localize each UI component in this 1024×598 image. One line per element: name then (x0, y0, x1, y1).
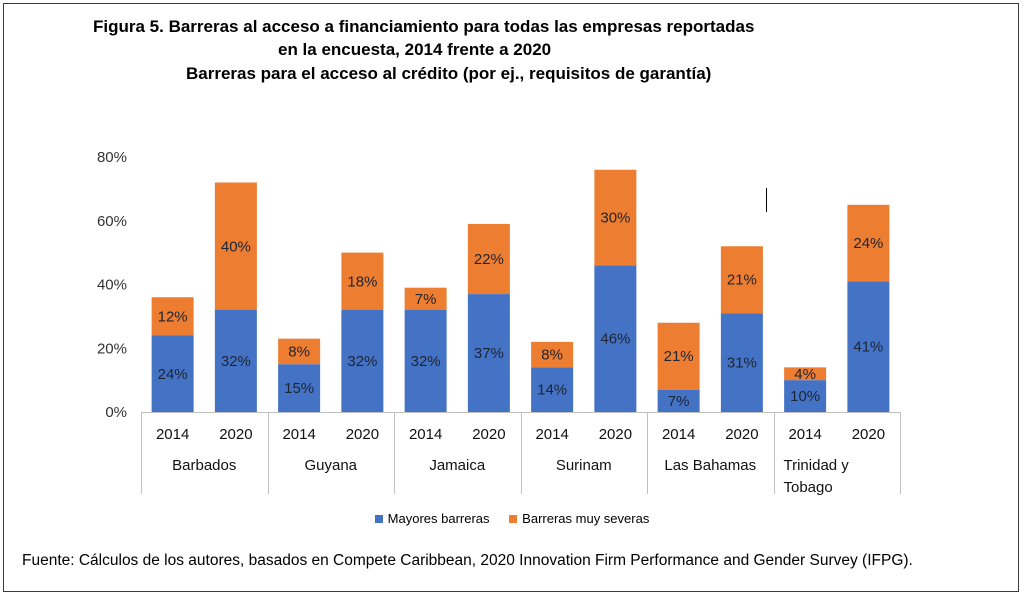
data-label-severas: 30% (600, 210, 630, 227)
x-group-label: Jamaica (429, 457, 486, 474)
bar-mayores-barreras (784, 380, 827, 412)
bar-barreras-muy-severas (341, 252, 384, 310)
data-label-mayores: 14% (537, 382, 567, 399)
figure-frame (3, 3, 1019, 592)
chart-subtitle: Barreras para el acceso al crédito (por … (186, 64, 712, 83)
y-tick-label: 80% (97, 149, 127, 166)
y-tick-label: 40% (97, 277, 127, 294)
data-label-mayores: 10% (790, 388, 820, 405)
bar-barreras-muy-severas (784, 367, 827, 381)
x-tick-year-label: 2020 (472, 426, 505, 443)
legend-item-severas: Barreras muy severas (509, 511, 649, 526)
bar-barreras-muy-severas (404, 287, 447, 310)
x-tick-year-label: 2020 (852, 426, 885, 443)
bar-mayores-barreras (151, 335, 194, 412)
data-label-severas: 7% (415, 291, 437, 308)
x-group-label: Barbados (172, 457, 236, 474)
bar-barreras-muy-severas (531, 341, 574, 368)
legend-item-mayores: Mayores barreras (374, 511, 490, 526)
data-label-severas: 24% (853, 235, 883, 252)
text-cursor-mark (766, 188, 767, 212)
data-label-mayores: 32% (411, 353, 441, 370)
data-label-severas: 8% (288, 343, 310, 360)
data-label-severas: 40% (221, 238, 251, 255)
x-tick-year-label: 2020 (219, 426, 252, 443)
data-label-mayores: 46% (600, 331, 630, 348)
x-tick-year-label: 2014 (662, 426, 695, 443)
bar-mayores-barreras (467, 294, 510, 412)
data-label-severas: 21% (727, 272, 757, 289)
data-label-mayores: 32% (347, 353, 377, 370)
x-tick-year-label: 2014 (282, 426, 315, 443)
bar-barreras-muy-severas (151, 297, 194, 336)
data-label-mayores: 24% (158, 366, 188, 383)
x-tick-year-label: 2014 (156, 426, 189, 443)
data-label-severas: 12% (158, 308, 188, 325)
x-group-label: Tobago (784, 479, 833, 496)
data-label-severas: 22% (474, 251, 504, 268)
x-tick-year-label: 2014 (535, 426, 568, 443)
data-label-mayores: 41% (853, 339, 883, 356)
bar-barreras-muy-severas (467, 223, 510, 295)
bar-mayores-barreras (214, 310, 257, 412)
data-label-mayores: 15% (284, 380, 314, 397)
bar-mayores-barreras (404, 310, 447, 412)
data-label-mayores: 32% (221, 353, 251, 370)
x-tick-year-label: 2020 (346, 426, 379, 443)
legend-label-severas: Barreras muy severas (522, 511, 650, 526)
legend: Mayores barreras Barreras muy severas (0, 511, 1024, 526)
data-label-mayores: 7% (668, 393, 690, 410)
legend-label-mayores: Mayores barreras (387, 511, 490, 526)
bar-mayores-barreras (720, 313, 763, 412)
x-tick-year-label: 2014 (409, 426, 442, 443)
y-tick-label: 60% (97, 213, 127, 230)
x-group-label: Guyana (304, 457, 357, 474)
bar-mayores-barreras (594, 265, 637, 412)
data-label-severas: 21% (664, 348, 694, 365)
x-group-label: Surinam (556, 457, 612, 474)
bar-barreras-muy-severas (278, 338, 321, 365)
chart-title-line-1: Figura 5. Barreras al acceso a financiam… (93, 17, 755, 36)
y-tick-label: 20% (97, 340, 127, 357)
legend-swatch-mayores (374, 515, 383, 523)
x-group-label: Trinidad y (784, 457, 850, 474)
bar-barreras-muy-severas (657, 322, 700, 390)
data-label-severas: 18% (347, 273, 377, 290)
data-label-severas: 8% (541, 347, 563, 364)
x-tick-year-label: 2020 (725, 426, 758, 443)
data-label-severas: 4% (794, 366, 816, 383)
y-tick-label: 0% (105, 404, 127, 421)
data-label-mayores: 37% (474, 345, 504, 362)
legend-swatch-severas (509, 515, 518, 523)
bar-mayores-barreras (341, 310, 384, 412)
bar-barreras-muy-severas (214, 182, 257, 310)
bar-barreras-muy-severas (847, 204, 890, 282)
bar-barreras-muy-severas (594, 169, 637, 266)
bar-mayores-barreras (657, 389, 700, 412)
x-tick-year-label: 2014 (788, 426, 821, 443)
data-label-mayores: 31% (727, 355, 757, 372)
bar-mayores-barreras (531, 367, 574, 412)
x-tick-year-label: 2020 (599, 426, 632, 443)
source-note: Fuente: Cálculos de los autores, basados… (22, 552, 913, 569)
bar-mayores-barreras (278, 364, 321, 412)
chart-title-line-2: en la encuesta, 2014 frente a 2020 (278, 40, 552, 59)
bar-barreras-muy-severas (720, 246, 763, 314)
bar-mayores-barreras (847, 281, 890, 412)
x-group-label: Las Bahamas (664, 457, 756, 474)
